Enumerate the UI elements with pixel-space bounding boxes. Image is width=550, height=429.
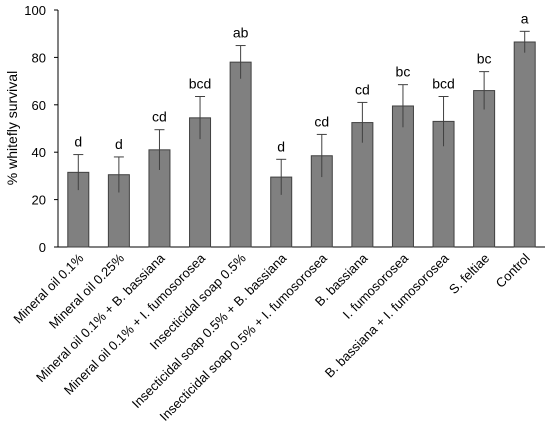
significance-letter: d: [74, 134, 82, 150]
y-tick-label: 20: [32, 193, 46, 208]
significance-letters-group: d d cd bcd ab d cd cd bc bcd bc a: [74, 10, 528, 154]
error-bars-group: [73, 30, 530, 195]
y-tick-label: 80: [32, 50, 46, 65]
significance-letter: cd: [314, 113, 329, 129]
y-axis-ticks: 0 20 40 60 80 100: [24, 3, 58, 255]
y-tick-label: 0: [39, 240, 46, 255]
x-tick-label: S. feltiae: [446, 251, 492, 297]
significance-letter: bc: [477, 51, 492, 67]
x-axis-labels: Mineral oil 0.1%Mineral oil 0.25%Mineral…: [10, 250, 532, 424]
bars-group: [67, 41, 536, 248]
significance-letter: bc: [396, 64, 411, 80]
y-tick-label: 60: [32, 98, 46, 113]
x-tick-label: Control: [493, 250, 533, 290]
significance-letter: d: [277, 138, 285, 154]
y-axis-title: % whitefly survival: [4, 71, 20, 185]
bar: [473, 90, 496, 248]
significance-letter: bcd: [189, 76, 212, 92]
y-tick-label: 40: [32, 145, 46, 160]
significance-letter: d: [115, 136, 123, 152]
bar: [513, 41, 536, 248]
significance-letter: bcd: [432, 76, 455, 92]
bar: [229, 61, 252, 248]
x-tick-label: Mineral oil 0.25%: [46, 250, 127, 331]
significance-letter: cd: [355, 81, 370, 97]
significance-letter: ab: [233, 25, 249, 41]
significance-letter: a: [521, 10, 529, 26]
y-tick-label: 100: [24, 3, 46, 18]
x-tick-label: Mineral oil 0.1%: [10, 250, 86, 326]
significance-letter: cd: [152, 109, 167, 125]
